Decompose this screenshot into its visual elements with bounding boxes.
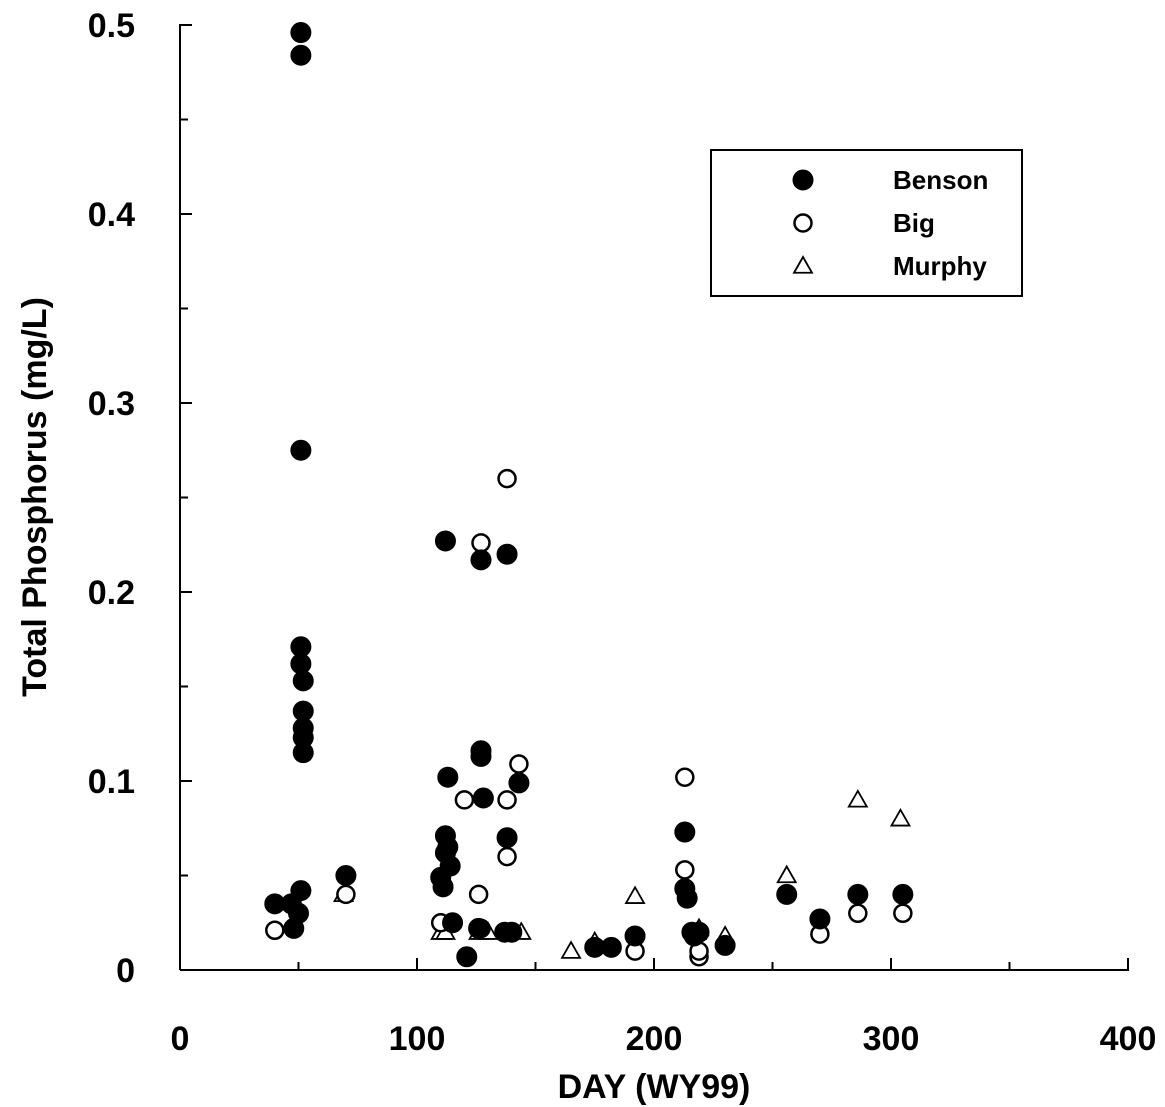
data-point-murphy xyxy=(560,940,582,959)
data-point-big xyxy=(675,860,695,880)
data-point-big xyxy=(336,884,356,905)
series-benson xyxy=(264,22,914,968)
data-point-benson xyxy=(508,772,530,794)
data-point-benson xyxy=(472,787,494,809)
data-point-big xyxy=(509,754,529,774)
x-tick-label: 100 xyxy=(389,1020,446,1058)
legend-marker-benson xyxy=(792,169,814,191)
data-point-benson xyxy=(290,22,312,44)
x-tick-label: 200 xyxy=(626,1020,683,1058)
y-tick-label: 0.5 xyxy=(88,7,135,45)
data-point-benson xyxy=(470,745,492,767)
data-point-benson xyxy=(624,925,646,947)
data-point-big xyxy=(497,790,517,810)
data-point-murphy xyxy=(776,864,798,884)
data-point-benson xyxy=(288,902,309,924)
x-tick-label: 400 xyxy=(1100,1020,1157,1058)
data-point-big xyxy=(893,903,913,924)
legend-label-murphy: Murphy xyxy=(893,251,987,281)
data-point-benson xyxy=(892,883,914,905)
data-point-benson xyxy=(437,766,459,788)
data-point-benson xyxy=(434,530,456,552)
x-axis-title: DAY (WY99) xyxy=(558,1068,751,1106)
data-point-big xyxy=(454,790,475,810)
x-ticks xyxy=(179,958,1129,970)
data-point-big xyxy=(497,846,517,867)
series-big xyxy=(265,468,913,967)
x-tick-label: 0 xyxy=(171,1020,190,1058)
data-point-benson xyxy=(442,912,464,934)
data-point-benson xyxy=(432,876,454,898)
data-point-big xyxy=(848,903,868,924)
data-point-benson xyxy=(335,865,357,886)
data-point-benson xyxy=(674,821,696,843)
data-point-big xyxy=(468,884,489,905)
data-point-benson xyxy=(496,827,518,849)
data-point-murphy xyxy=(624,885,646,904)
data-point-big xyxy=(497,468,517,489)
y-tick-label: 0.4 xyxy=(88,196,135,234)
data-point-benson xyxy=(501,921,523,943)
y-tick-label: 0.2 xyxy=(88,574,135,612)
data-point-benson xyxy=(437,836,459,858)
data-point-benson xyxy=(676,887,698,909)
data-point-big xyxy=(675,767,695,787)
legend-marker-murphy xyxy=(792,255,814,274)
data-point-benson xyxy=(468,917,490,939)
data-point-benson xyxy=(290,880,312,902)
data-point-big xyxy=(265,920,285,941)
data-point-benson xyxy=(290,439,312,461)
legend-marker-big xyxy=(793,213,813,233)
y-tick-label: 0.1 xyxy=(88,763,135,801)
data-point-benson xyxy=(439,855,461,877)
data-points xyxy=(264,22,914,968)
data-point-benson xyxy=(600,936,622,958)
data-point-murphy xyxy=(847,789,869,808)
data-point-benson xyxy=(290,44,312,66)
legend: Benson Big Murphy xyxy=(710,149,1023,297)
data-point-benson xyxy=(292,742,314,764)
y-tick-label: 0 xyxy=(116,952,135,990)
y-tick-labels: 0 0.1 0.2 0.3 0.4 0.5 xyxy=(88,7,135,990)
data-point-benson xyxy=(847,883,869,905)
data-point-big xyxy=(471,533,491,553)
data-point-benson xyxy=(496,543,518,565)
legend-box xyxy=(710,149,1023,297)
data-point-benson xyxy=(776,883,798,905)
data-point-benson xyxy=(714,934,736,956)
y-tick-label: 0.3 xyxy=(88,385,135,423)
x-tick-labels: 0 100 200 300 400 xyxy=(171,1020,1157,1058)
x-tick-label: 300 xyxy=(863,1020,920,1058)
y-axis-title: Total Phosphorus (mg/L) xyxy=(16,297,54,697)
data-point-murphy xyxy=(889,807,912,827)
data-point-benson xyxy=(809,908,831,930)
y-ticks xyxy=(180,24,192,971)
data-point-benson xyxy=(470,549,492,571)
data-point-benson xyxy=(292,670,314,692)
data-point-benson xyxy=(688,921,710,943)
legend-label-benson: Benson xyxy=(893,165,988,195)
data-point-benson xyxy=(456,946,478,968)
legend-label-big: Big xyxy=(893,208,935,238)
